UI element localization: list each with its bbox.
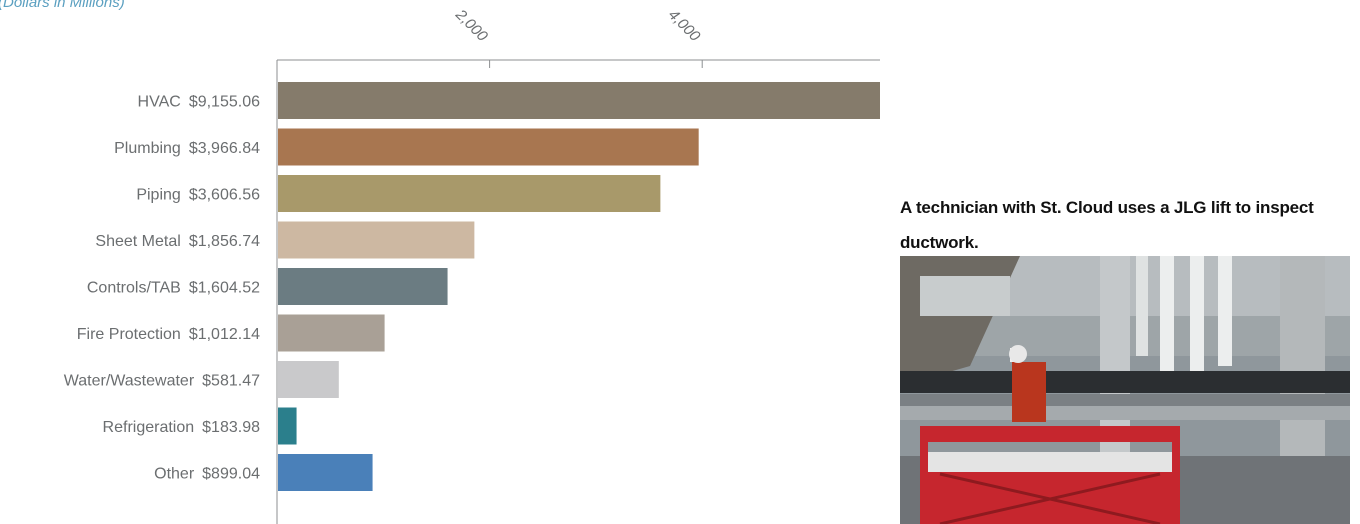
x-tick-label: 4,000 (665, 6, 704, 45)
value-label: $581.47 (202, 373, 260, 390)
bar (278, 268, 448, 305)
bar (278, 128, 699, 166)
value-label: $3,966.84 (189, 140, 260, 157)
value-label: $899.04 (202, 466, 260, 483)
bar-label: Fire Protection $1,012.14 (77, 326, 260, 343)
x-tick-label: 6,000 (877, 6, 880, 45)
bar-label: Refrigeration $183.98 (103, 419, 261, 436)
technician-photo (900, 256, 1350, 524)
category-label: Piping (136, 187, 180, 204)
bar-label: Controls/TAB $1,604.52 (87, 280, 260, 297)
category-label: Plumbing (114, 140, 181, 157)
category-label: Water/Wastewater (64, 373, 195, 390)
category-label: Sheet Metal (95, 233, 180, 250)
value-label: $1,856.74 (189, 233, 260, 250)
bar (278, 361, 339, 398)
bar (278, 454, 373, 491)
bar (278, 175, 661, 212)
bar-label: HVAC $9,155.06 (138, 94, 261, 111)
value-label: $183.98 (202, 419, 260, 436)
bar-label: Water/Wastewater $581.47 (64, 373, 260, 390)
value-label: $9,155.06 (189, 94, 260, 111)
bar (278, 314, 385, 352)
photo-caption: A technician with St. Cloud uses a JLG l… (900, 198, 1314, 252)
value-label: $1,012.14 (189, 326, 260, 343)
x-tick-label: 2,000 (452, 6, 492, 46)
value-label: $1,604.52 (189, 280, 260, 297)
bar (278, 407, 297, 445)
bar (278, 82, 880, 119)
category-label: HVAC (138, 94, 181, 111)
category-label: Fire Protection (77, 326, 181, 343)
value-label: $3,606.56 (189, 187, 260, 204)
chart-subtitle: (Dollars in Millions) (0, 0, 125, 11)
bar-label: Plumbing $3,966.84 (114, 140, 260, 157)
bar-label: Sheet Metal $1,856.74 (95, 233, 260, 250)
bar-label: Piping $3,606.56 (136, 187, 260, 204)
category-label: Refrigeration (103, 419, 195, 436)
bar-chart: 2,0004,0006,0008,00010,000HVAC$9,155.06P… (64, 6, 880, 524)
bar (278, 221, 475, 259)
bar-label: Other $899.04 (154, 466, 260, 483)
category-label: Other (154, 466, 195, 483)
category-label: Controls/TAB (87, 280, 181, 297)
